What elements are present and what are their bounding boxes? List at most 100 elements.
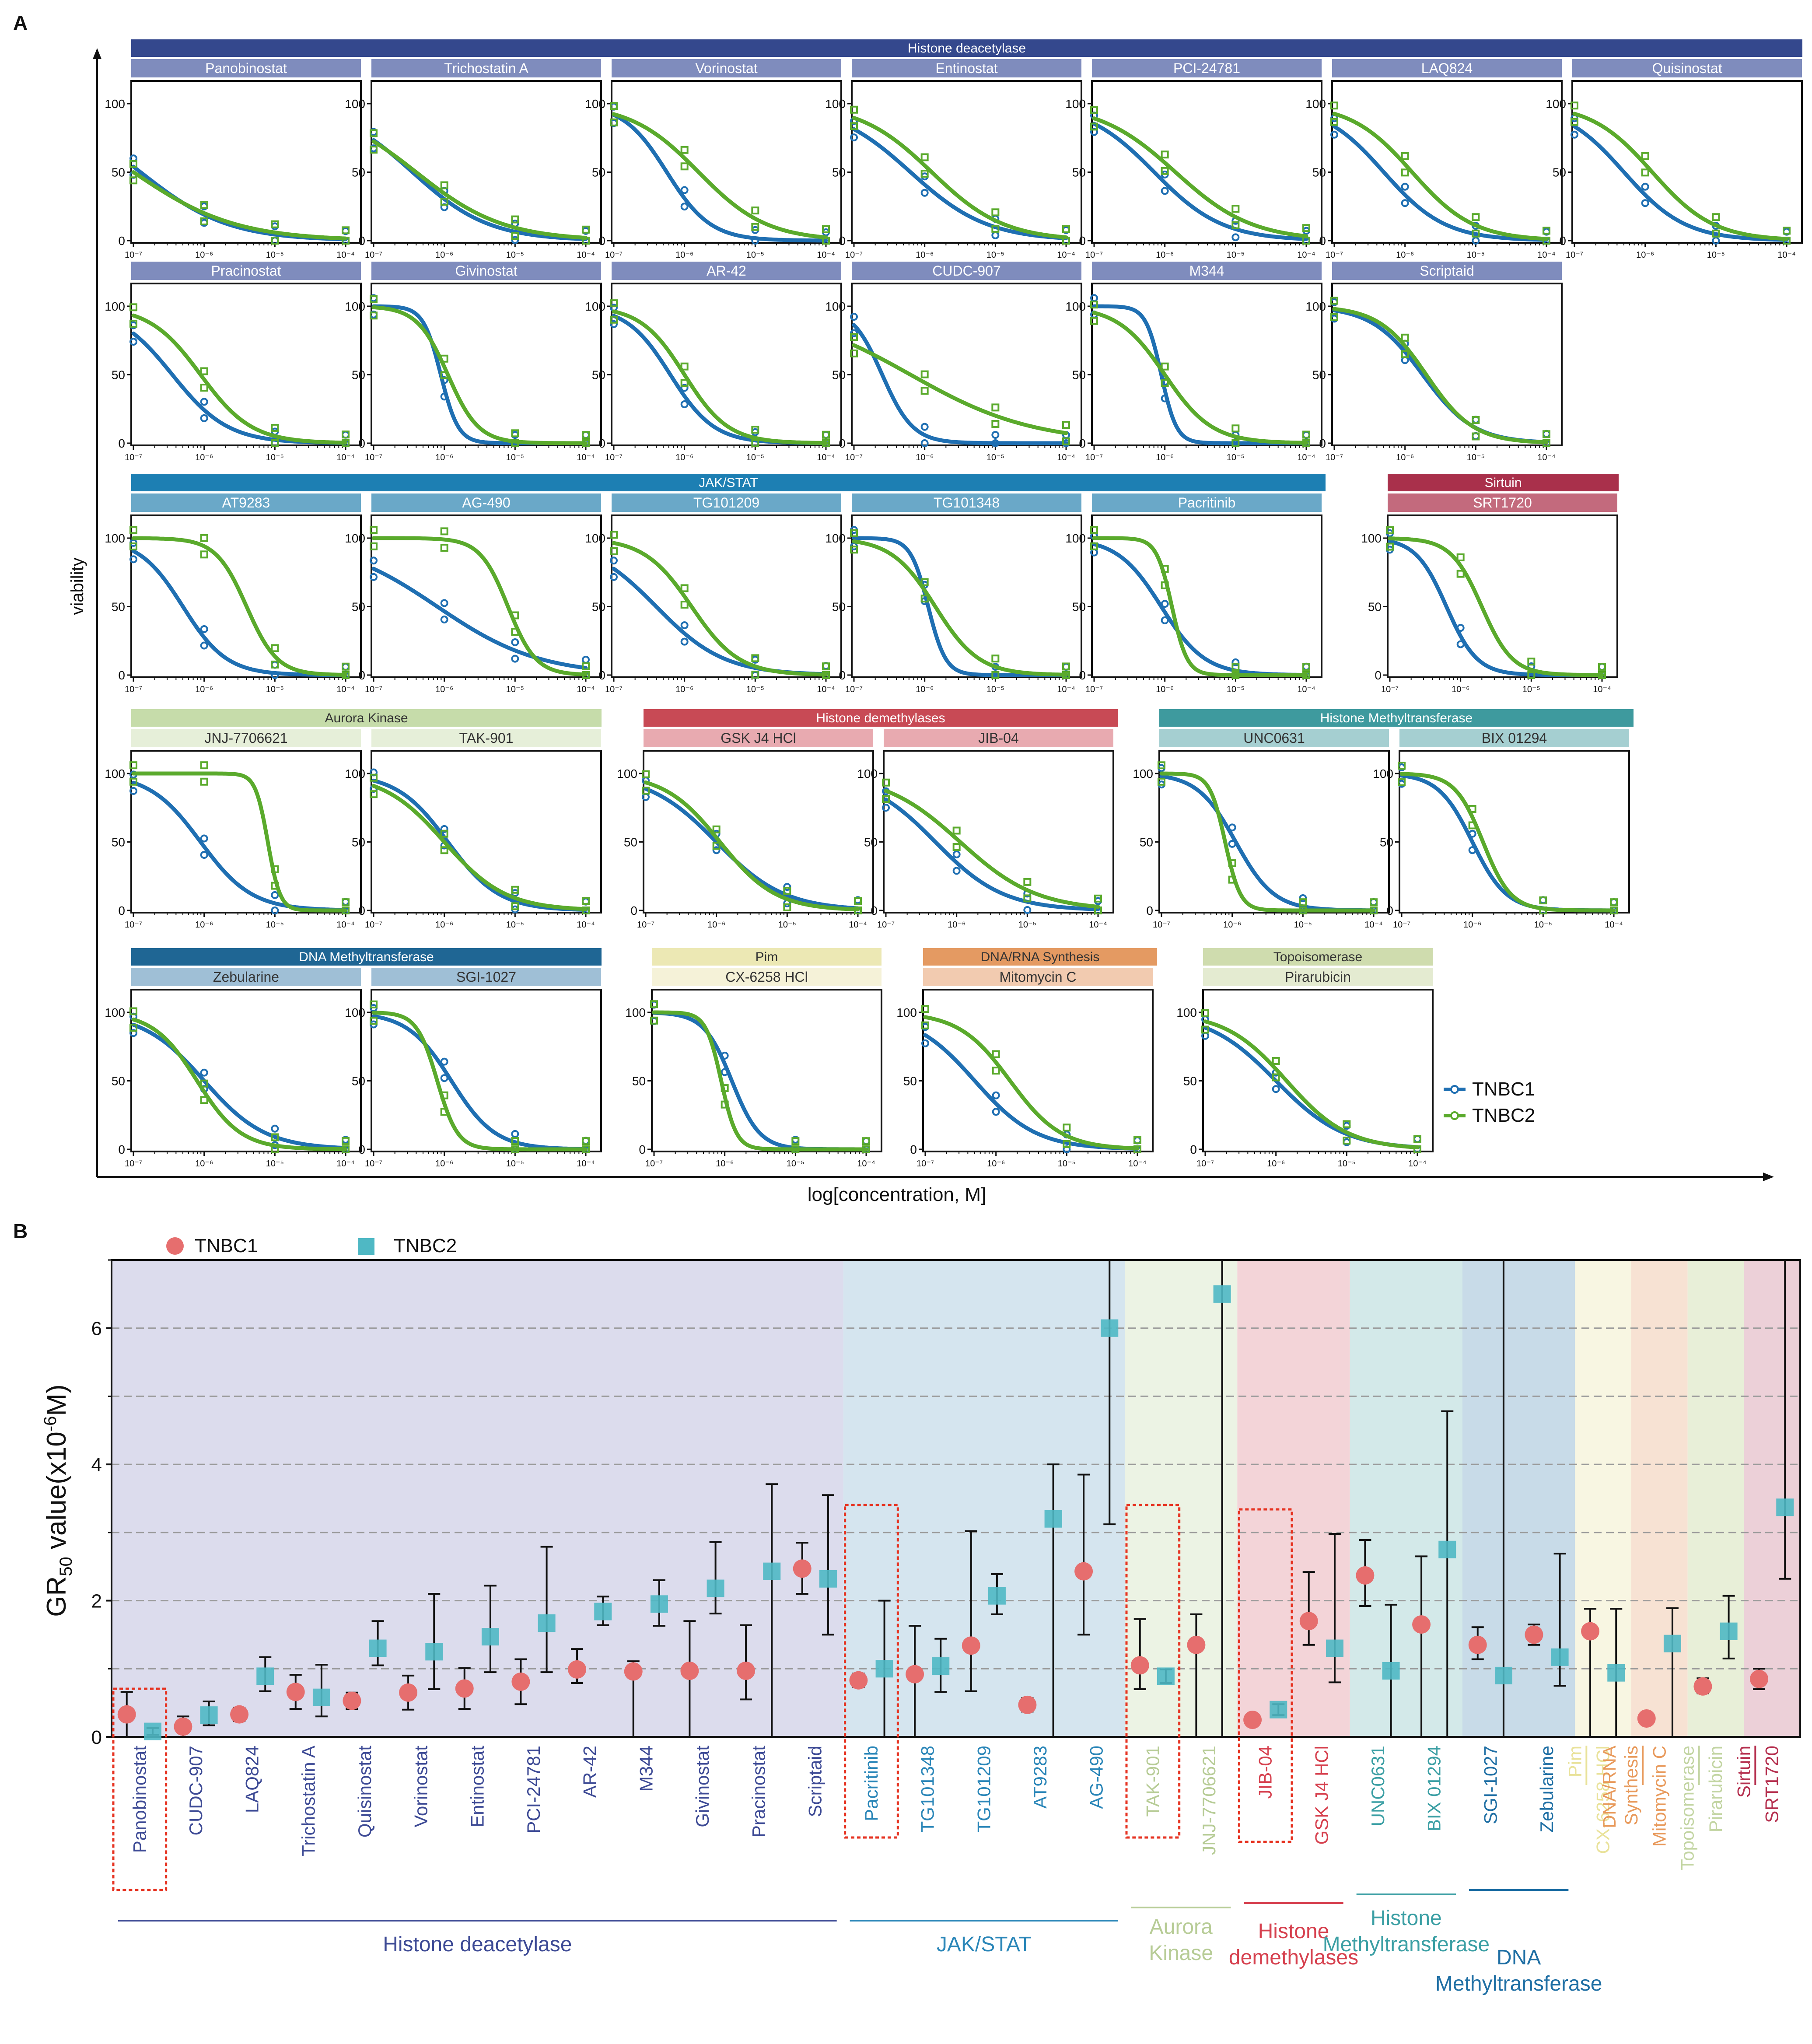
y-axis-label-part: 50 [56,1557,76,1576]
data-point-tnbc2 [200,1096,208,1104]
data-point-tnbc2 [862,1145,870,1153]
data-point-tnbc1 [952,867,961,875]
y-tick-label: 2 [91,1591,102,1612]
point-tnbc1 [793,1559,812,1578]
data-point-tnbc2 [271,882,279,890]
data-point-tnbc2 [200,550,208,559]
x-tick-label: 10⁻⁷ [1393,920,1410,930]
group-header-label: Histone Methyltransferase [1320,711,1473,725]
plot-frame [371,283,602,446]
data-point-tnbc2 [1094,894,1102,903]
group-label: Histone deacetylase [383,1933,572,1956]
x-tick-label: 10⁻⁷ [637,920,654,930]
drug-name: TG101209 [693,495,759,511]
y-tick-label: 6 [91,1318,102,1340]
y-tick-label: 0 [118,234,125,248]
x-tick-label: 10⁻⁴ [857,1159,875,1169]
drug-header-bar [1572,59,1802,77]
data-point-tnbc2 [751,654,759,662]
x-tick-label: 10⁻⁷ [605,685,623,694]
x-tick-label: 10⁻⁶ [987,1159,1005,1169]
x-tick-label: 10⁻⁷ [365,250,382,260]
x-tick-label: 10⁻⁷ [125,250,142,260]
data-point-tnbc2 [1062,225,1070,233]
data-point-tnbc2 [920,153,929,161]
data-point-tnbc1 [1712,237,1720,245]
data-point-tnbc2 [511,429,519,438]
data-point-tnbc1 [1161,616,1169,624]
data-point-tnbc2 [1231,439,1240,447]
curve-tnbc2 [852,539,1068,677]
data-point-tnbc2 [511,232,519,240]
point-tnbc2 [256,1667,274,1685]
y-tick-label: 50 [1368,600,1382,613]
y-tick-label: 100 [345,97,365,111]
x-tick-label: 10⁻⁴ [336,1159,354,1169]
y-tick-label: 0 [91,1727,102,1748]
data-point-tnbc2 [1133,1136,1141,1144]
data-point-tnbc2 [440,354,448,363]
data-point-tnbc2 [440,181,448,189]
x-tick-label: 10⁻⁴ [336,685,354,694]
curve-tnbc2 [1092,536,1308,677]
y-tick-label: 0 [118,668,125,682]
plot-frame [851,283,1082,446]
x-tick-label: 10⁻⁶ [195,685,213,694]
data-point-tnbc1 [271,671,279,679]
data-point-tnbc2 [712,842,721,850]
data-point-tnbc2 [1456,553,1465,562]
data-point-tnbc1 [271,891,279,899]
data-point-tnbc2 [751,223,759,231]
x-tick-label: 10⁻⁷ [1153,920,1170,930]
data-point-tnbc2 [862,1137,870,1145]
data-point-tnbc2 [991,671,1000,679]
data-point-tnbc2 [822,225,830,233]
data-point-tnbc2 [582,671,590,679]
curve-tnbc2 [1332,307,1549,444]
group-background-band [112,1260,843,1737]
data-point-tnbc2 [680,601,689,609]
x-tick-label: 10⁻⁵ [266,250,284,260]
data-point-tnbc2 [1272,1057,1280,1065]
data-point-tnbc1 [991,231,1000,239]
data-point-tnbc1 [200,1068,208,1077]
data-point-tnbc2 [271,644,279,652]
data-point-tnbc2 [882,795,890,803]
curve-tnbc2 [923,1015,1140,1151]
category-label: PCI-24781 [523,1746,544,1834]
point-tnbc1 [849,1671,868,1690]
x-tick-label: 10⁻⁷ [1085,685,1103,694]
x-tick-label: 10⁻⁵ [986,453,1004,462]
drug-header-bar [1203,968,1433,986]
drug-header-bar [131,494,361,512]
group-background-band [1631,1260,1688,1737]
y-tick-label: 100 [105,97,125,111]
data-point-tnbc2 [1413,1135,1421,1143]
data-point-tnbc2 [1231,671,1240,679]
data-point-tnbc1 [440,1057,448,1066]
drug-header-bar [371,262,601,280]
x-tick-label: 10⁻⁵ [266,1159,284,1169]
plot-frame [130,989,362,1152]
legend-marker-tnbc1 [166,1237,184,1255]
plot-frame [1399,750,1630,914]
data-point-tnbc1 [920,189,929,197]
data-point-tnbc2 [129,319,137,328]
y-tick-label: 50 [112,600,125,613]
drug-header-bar [612,494,841,512]
x-tick-label: 10⁻⁶ [1463,920,1481,930]
drug-header-bar [852,262,1081,280]
data-point-tnbc2 [1571,102,1578,110]
curve-tnbc1 [1203,1026,1420,1149]
data-point-tnbc2 [854,897,862,905]
x-tick-label: 10⁻⁷ [365,920,382,930]
y-tick-label: 50 [592,600,605,613]
curve-tnbc2 [131,170,348,241]
data-point-tnbc2 [751,670,759,679]
x-tick-label: 10⁻⁴ [577,685,595,694]
x-tick-label: 10⁻⁷ [645,1159,663,1169]
category-label: Givinostat [692,1746,713,1827]
group-background-band [1744,1260,1800,1737]
x-tick-label: 10⁻⁷ [845,453,863,462]
x-tick-label: 10⁻⁵ [746,250,764,260]
